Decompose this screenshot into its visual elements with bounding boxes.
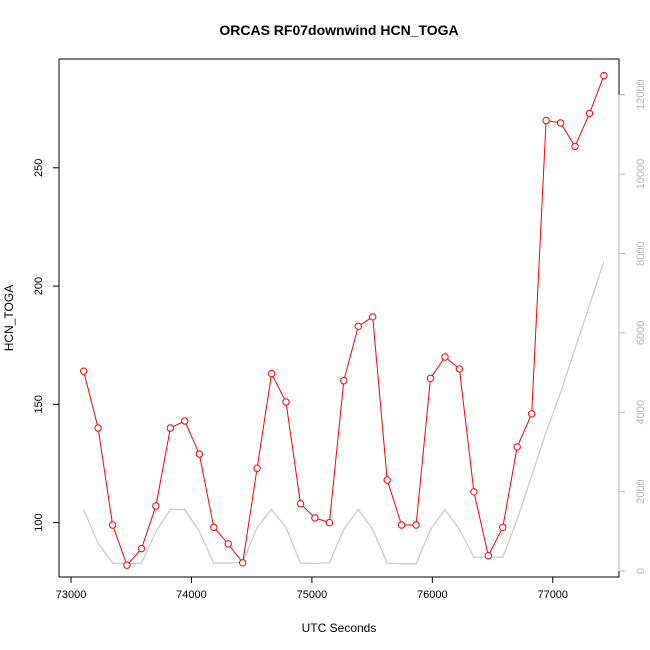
x-axis-label: UTC Seconds (302, 621, 377, 635)
data-point (181, 417, 189, 425)
data-point (137, 544, 146, 553)
y-tick-label: 100 (33, 513, 45, 531)
y2-tick-label: 0 (635, 568, 647, 574)
y2-tick-label: 10000 (635, 159, 647, 190)
data-point (556, 119, 565, 127)
y-tick-label: 250 (33, 159, 45, 177)
data-point (239, 559, 247, 567)
data-point (412, 521, 420, 529)
y2-tick-label: 6000 (635, 321, 647, 345)
data-point (441, 353, 449, 361)
y-tick-label: 200 (33, 277, 45, 295)
data-point (267, 369, 276, 378)
data-point (397, 521, 406, 529)
data-point (282, 398, 290, 406)
y2-tick-label: 2000 (635, 479, 647, 503)
x-tick-label: 76000 (417, 589, 448, 601)
data-point (426, 374, 435, 382)
chart-title: ORCAS RF07downwind HCN_TOGA (219, 22, 458, 38)
data-point (80, 367, 88, 375)
y-axis-label: HCN_TOGA (2, 285, 16, 351)
data-point (499, 523, 507, 531)
y2-tick-label: 8000 (635, 241, 647, 265)
y2-tick-label: 12000 (635, 79, 647, 110)
data-point (224, 540, 232, 548)
data-point (455, 365, 464, 373)
x-tick-label: 75000 (297, 589, 328, 601)
data-point (311, 514, 319, 522)
data-point (600, 71, 608, 80)
y-tick-label: 150 (33, 395, 45, 413)
data-point (152, 502, 160, 510)
data-point (94, 424, 102, 432)
series-layer (80, 71, 608, 569)
data-point (383, 476, 391, 484)
data-point (571, 142, 579, 151)
data-point (195, 450, 204, 458)
data-point (585, 109, 594, 118)
data-point (123, 561, 131, 569)
data-point (210, 523, 218, 531)
series-line-secondary (83, 261, 605, 565)
y2-tick-label: 4000 (635, 400, 647, 424)
data-point (296, 500, 305, 508)
data-point (542, 116, 550, 125)
data-point (484, 552, 492, 560)
y2-axis: 0 2000 4000 6000 8000 10000 12000 (618, 79, 647, 574)
data-point (470, 488, 478, 496)
data-point (528, 410, 536, 418)
x-tick-label: 73000 (56, 589, 87, 601)
x-tick-label: 77000 (537, 589, 568, 601)
data-point (513, 443, 521, 451)
x-axis: 73000 74000 75000 76000 77000 (56, 576, 568, 601)
data-point (369, 313, 377, 321)
data-point (340, 377, 348, 385)
data-point (108, 521, 117, 529)
data-point (253, 464, 261, 472)
data-point (166, 424, 175, 432)
data-point (325, 518, 334, 527)
data-point (354, 322, 362, 330)
x-tick-label: 74000 (176, 589, 207, 601)
y-axis: 100 150 200 250 (33, 159, 60, 532)
